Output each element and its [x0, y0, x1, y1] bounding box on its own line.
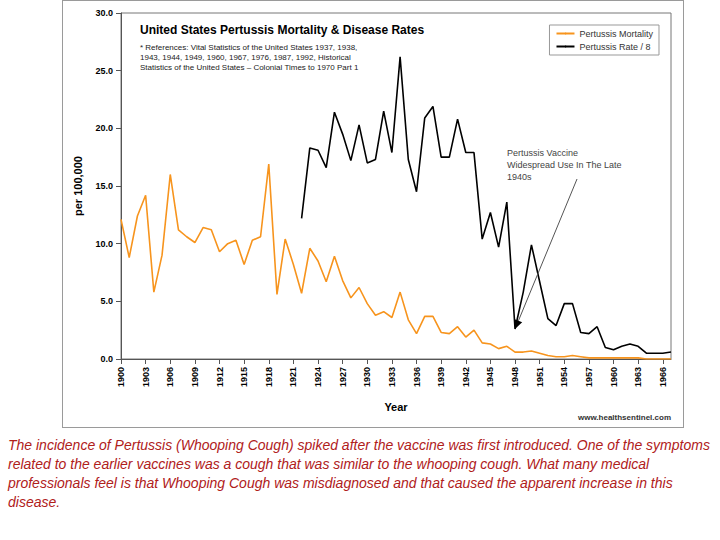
- svg-text:5.0: 5.0: [100, 296, 113, 306]
- svg-text:1912: 1912: [215, 367, 225, 387]
- svg-text:25.0: 25.0: [95, 66, 113, 76]
- svg-text:0.0: 0.0: [100, 354, 113, 364]
- svg-text:United States Pertussis Mortal: United States Pertussis Mortality & Dise…: [140, 23, 424, 37]
- html-text:The incidence of Pertussis (Wh: The incidence of Pertussis (Whooping Cou…: [8, 437, 710, 510]
- svg-text:1954: 1954: [559, 367, 569, 387]
- svg-text:1966: 1966: [658, 367, 668, 387]
- svg-text:Statistics of the United State: Statistics of the United States – Coloni…: [140, 63, 359, 72]
- svg-text:1900: 1900: [116, 367, 126, 387]
- svg-text:Pertussis Rate / 8: Pertussis Rate / 8: [579, 42, 650, 52]
- svg-text:20.0: 20.0: [95, 123, 113, 133]
- svg-text:1940s: 1940s: [507, 172, 532, 182]
- svg-text:1906: 1906: [165, 367, 175, 387]
- svg-text:1951: 1951: [535, 367, 545, 387]
- svg-text:1939: 1939: [436, 367, 446, 387]
- svg-text:1960: 1960: [609, 367, 619, 387]
- svg-text:* References: Vital Statistics: * References: Vital Statistics of the Un…: [140, 43, 360, 52]
- svg-text:Pertussis Vaccine: Pertussis Vaccine: [507, 148, 580, 158]
- svg-text:1948: 1948: [510, 367, 520, 387]
- svg-text:Pertussis Mortality: Pertussis Mortality: [579, 29, 653, 39]
- svg-text:1945: 1945: [485, 367, 495, 387]
- svg-text:1957: 1957: [584, 367, 594, 387]
- svg-text:1927: 1927: [338, 367, 348, 387]
- svg-text:1918: 1918: [264, 367, 274, 387]
- svg-text:www.healthsentinel.com: www.healthsentinel.com: [577, 413, 671, 422]
- svg-text:Widespread Use In The Late: Widespread Use In The Late: [507, 160, 624, 170]
- svg-text:15.0: 15.0: [95, 181, 113, 191]
- svg-text:1963: 1963: [633, 367, 643, 387]
- svg-text:1924: 1924: [313, 367, 323, 387]
- svg-text:1933: 1933: [387, 367, 397, 387]
- svg-text:1909: 1909: [190, 367, 200, 387]
- svg-text:1942: 1942: [461, 367, 471, 387]
- svg-text:1903: 1903: [141, 367, 151, 387]
- svg-text:1930: 1930: [362, 367, 372, 387]
- svg-text:1943, 1944, 1949, 1960, 1967,: 1943, 1944, 1949, 1960, 1967, 1976, 1987…: [140, 53, 353, 62]
- svg-text:10.0: 10.0: [95, 239, 113, 249]
- svg-text:1915: 1915: [239, 367, 249, 387]
- svg-text:30.0: 30.0: [95, 8, 113, 18]
- svg-text:per 100,000: per 100,000: [72, 156, 84, 216]
- svg-text:Year: Year: [384, 401, 408, 413]
- svg-text:1921: 1921: [288, 367, 298, 387]
- svg-text:1936: 1936: [412, 367, 422, 387]
